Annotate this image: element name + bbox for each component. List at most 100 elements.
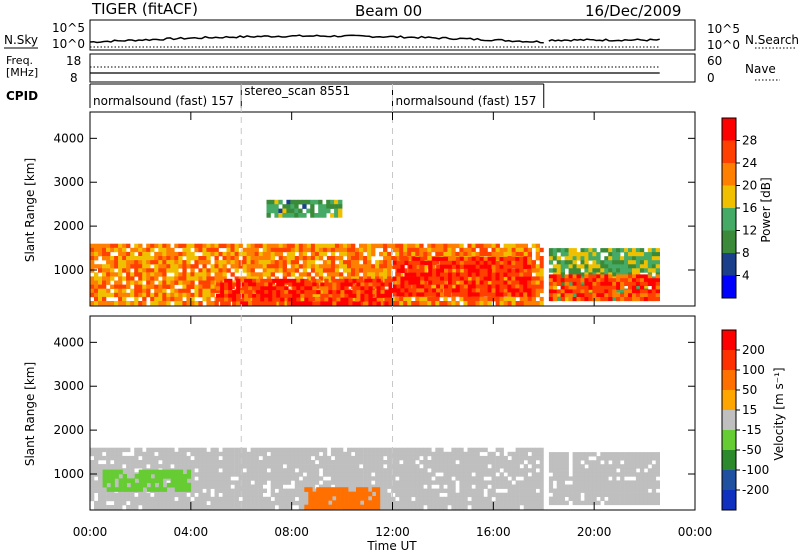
heatmap-cell <box>423 451 428 457</box>
heatmap-cell <box>580 488 585 493</box>
heatmap-cell <box>220 290 225 295</box>
heatmap-cell <box>639 268 645 273</box>
power-colorbar-label: 12 <box>742 224 757 238</box>
heatmap-cell <box>643 476 649 481</box>
heatmap-cell <box>326 276 332 281</box>
heatmap-cell <box>403 472 408 477</box>
heatmap-cell <box>146 478 151 484</box>
heatmap-cell <box>584 274 589 279</box>
heatmap-cell <box>290 260 296 265</box>
heatmap-cell <box>447 451 452 457</box>
heatmap-cell <box>170 482 176 488</box>
heatmap-cell <box>436 288 441 293</box>
heatmap-cell <box>322 451 328 457</box>
heatmap-cell <box>556 256 561 261</box>
heatmap-cell <box>560 272 565 277</box>
freq-label-1: Freq. <box>6 54 33 67</box>
heatmap-cell <box>515 247 520 253</box>
heatmap-cell <box>260 297 265 302</box>
heatmap-cell <box>162 464 167 469</box>
heatmap-cell <box>400 268 405 273</box>
heatmap-cell <box>130 251 135 257</box>
heatmap-cell <box>596 476 601 481</box>
heatmap-cell <box>407 505 412 510</box>
heatmap-cell <box>314 464 320 469</box>
heatmap-cell <box>399 272 404 277</box>
heatmap-cell <box>455 276 461 281</box>
heatmap-cell <box>651 281 657 286</box>
heatmap-cell <box>338 213 343 218</box>
heatmap-cell <box>379 472 384 477</box>
heatmap-cell <box>564 289 569 294</box>
heatmap-cell <box>94 276 99 281</box>
heatmap-cell <box>475 284 480 289</box>
heatmap-cell <box>415 247 420 253</box>
heatmap-cell <box>320 282 325 287</box>
heatmap-cell <box>270 464 275 469</box>
heatmap-cell <box>355 272 360 277</box>
heatmap-cell <box>507 492 512 498</box>
heatmap-cell <box>535 455 540 461</box>
heatmap-cell <box>355 447 360 453</box>
heatmap-cell <box>483 251 488 257</box>
heatmap-cell <box>210 292 215 298</box>
heatmap-cell <box>564 464 569 469</box>
heatmap-cell <box>415 464 420 469</box>
heatmap-cell <box>451 484 456 489</box>
heatmap-cell <box>242 260 247 265</box>
heatmap-cell <box>182 447 187 453</box>
heatmap-cell <box>487 264 492 269</box>
heatmap-cell <box>463 492 468 498</box>
heatmap-cell <box>463 256 469 262</box>
heatmap-cell <box>632 468 637 473</box>
heatmap-cell <box>142 256 147 261</box>
heatmap-cell <box>166 264 171 269</box>
heatmap-cell <box>158 280 163 285</box>
heatmap-cell <box>451 296 456 302</box>
heatmap-cell <box>427 460 432 465</box>
heatmap-cell <box>218 480 223 485</box>
heatmap-cell <box>246 505 251 510</box>
heatmap-cell <box>600 281 605 286</box>
heatmap-cell <box>220 282 225 287</box>
heatmap-cell <box>226 247 231 253</box>
heatmap-cell <box>564 456 569 461</box>
heatmap-cell <box>222 460 227 465</box>
heatmap-cell <box>420 260 425 266</box>
heatmap-cell <box>632 248 637 253</box>
heatmap-cell <box>126 301 131 306</box>
heatmap-cell <box>503 468 508 473</box>
heatmap-cell <box>403 500 408 506</box>
heatmap-cell <box>616 480 621 485</box>
heatmap-cell <box>576 484 581 489</box>
heatmap-cell <box>475 488 480 493</box>
heatmap-cell <box>234 268 239 273</box>
heatmap-cell <box>332 290 337 295</box>
heatmap-cell <box>122 284 127 289</box>
heatmap-cell <box>302 480 308 485</box>
heatmap-cell <box>142 469 147 475</box>
heatmap-cell <box>535 243 540 249</box>
heatmap-cell <box>427 451 432 457</box>
heatmap-cell <box>316 487 321 492</box>
heatmap-cell <box>407 488 412 493</box>
heatmap-cell <box>495 296 500 302</box>
heatmap-cell <box>134 480 139 485</box>
heatmap-cell <box>146 247 151 253</box>
power-ytick-label: 2000 <box>53 219 84 233</box>
heatmap-cell <box>616 452 621 457</box>
heatmap-cell <box>206 288 211 294</box>
heatmap-cell <box>444 264 449 269</box>
heatmap-cell <box>443 455 448 461</box>
heatmap-cell <box>294 500 300 506</box>
heatmap-cell <box>383 468 388 473</box>
heatmap-cell <box>451 505 456 510</box>
heatmap-cell <box>499 256 504 262</box>
heatmap-cell <box>639 274 645 279</box>
heatmap-cell <box>503 480 508 485</box>
heatmap-cell <box>647 264 653 269</box>
heatmap-cell <box>475 276 480 281</box>
heatmap-cell <box>507 451 512 457</box>
heatmap-cell <box>455 264 461 269</box>
heatmap-cell <box>604 500 609 506</box>
